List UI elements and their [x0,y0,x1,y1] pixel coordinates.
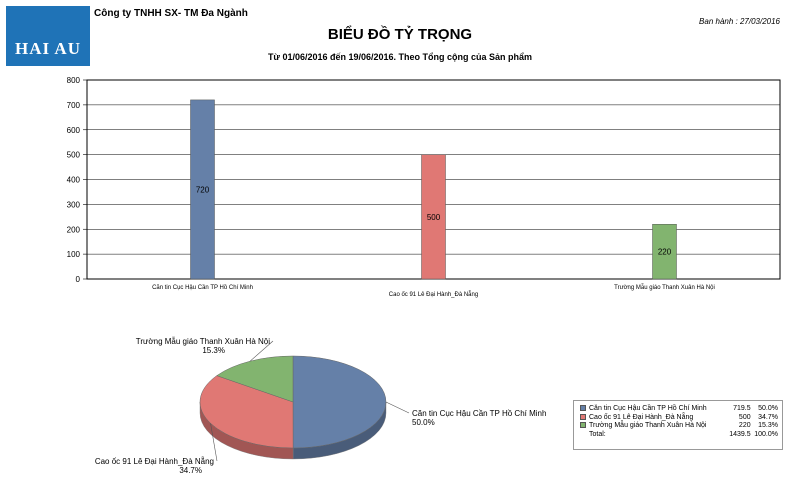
legend-pct: 50.0% [758,405,778,412]
print-date: Ban hành : 27/03/2016 [699,17,780,26]
y-tick-label-7: 700 [67,101,81,110]
bar-value-label-2: 220 [658,248,672,257]
x-category-label-2: Trường Mẫu giáo Thanh Xuân Hà Nội [614,284,715,291]
bar-2 [652,224,677,280]
legend-total-label: Total: [589,430,606,438]
pie-slice-2 [216,355,294,403]
pie-label-pct-0: 50.0% [412,418,435,427]
legend-row: Trường Mẫu giáo Thanh Xuân Hà Nội 220 15.3… [580,422,778,431]
pie-legend: Căn tin Cục Hậu Cần TP Hồ Chí Minh 719.5 5… [573,400,783,450]
legend-swatch [580,405,586,412]
legend-row: Căn tin Cục Hậu Cần TP Hồ Chí Minh 719.5 5… [580,405,778,414]
pie-label-name-1: Cao ốc 91 Lê Đại Hành_Đà Nẵng [95,457,214,466]
y-tick-label-0: 0 [76,275,81,284]
pie-leader-1 [210,423,218,462]
report-title: BIỂU ĐỒ TỶ TRỌNG [327,26,473,43]
legend-name: Căn tin Cục Hậu Cần TP Hồ Chí Minh [580,405,726,414]
x-category-label-1: Cao ốc 91 Lê Đại Hành_Đà Nẵng [389,291,478,298]
legend-value: 500 [738,413,751,421]
legend-name: Trường Mẫu giáo Thanh Xuân Hà Nội [580,422,726,431]
pie-label-name-0: Căn tin Cục Hậu Cần TP Hồ Chí Minh [412,409,546,418]
company-logo: HAI AU [6,6,90,66]
company-name: Công ty TNHH SX- TM Đa Ngành [94,8,248,19]
bar-0 [190,99,215,280]
bar-value-label-1: 500 [427,213,441,222]
legend-pct: 15.3% [758,422,778,429]
legend-total-row: Total: 1439.5 100.0% [580,431,778,440]
legend-swatch [580,422,586,429]
legend-name: Cao ốc 91 Lê Đại Hành_Đà Nẵng [580,414,726,423]
legend-total-value: 1439.5 [729,430,751,438]
y-tick-label-6: 600 [67,126,81,135]
y-tick-label-1: 100 [67,250,81,259]
x-category-label-0: Căn tin Cục Hậu Cần TP Hồ Chí Minh [152,285,253,291]
legend-value: 719.5 [733,405,751,412]
bar-chart: 0 100 200 300 400 500 600 700 800 720 Căn tin Cục … [67,76,781,298]
y-tick-label-8: 800 [67,76,81,85]
y-tick-label-5: 500 [67,151,81,160]
report-subtitle: Từ 01/06/2016 đến 19/06/2016. Theo Tổng … [267,52,533,62]
logo-text: HAI AU [15,39,81,58]
pie-leader-2 [249,340,274,362]
legend-value: 220 [738,422,751,429]
pie-label-pct-1: 34.7% [179,466,202,475]
pie-label-pct-2: 15.3% [202,346,225,355]
y-tick-label-2: 200 [67,225,81,234]
legend-swatch [580,413,586,420]
bar-value-label-0: 720 [196,185,210,194]
y-tick-label-3: 300 [67,200,81,209]
legend-total-pct: 100.0% [754,430,778,438]
pie-slice-1 [199,375,294,449]
pie-label-name-2: Trường Mẫu giáo Thanh Xuân Hà Nội [136,337,270,346]
pie-leader-0 [385,401,410,414]
pie-slice-0 [292,355,387,449]
legend-row: Cao ốc 91 Lê Đại Hành_Đà Nẵng 500 34.7% [580,414,778,423]
y-tick-label-4: 400 [67,176,81,185]
legend-pct: 34.7% [758,413,778,421]
bar-1 [421,154,446,280]
